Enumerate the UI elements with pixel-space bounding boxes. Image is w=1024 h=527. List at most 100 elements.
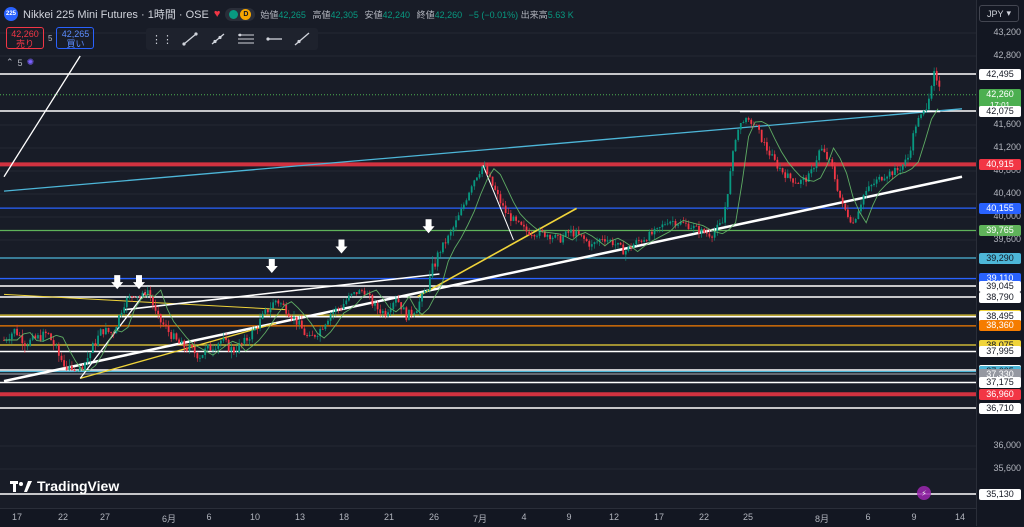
- candle-body-334: [875, 179, 878, 184]
- candle-body-131: [345, 300, 348, 305]
- candle-body-10: [29, 339, 32, 346]
- favorite-heart-icon[interactable]: ♥: [213, 8, 221, 20]
- price-level-label-19[interactable]: 36,960: [979, 388, 1021, 400]
- candle-body-77: [204, 348, 207, 356]
- candle-body-68: [180, 340, 183, 344]
- price-level-label-1[interactable]: 42,26017:01: [979, 88, 1021, 110]
- price-level-label-12[interactable]: 38,360: [979, 320, 1021, 332]
- symbol-title[interactable]: Nikkei 225 Mini Futures · 1時間 · OSE: [23, 9, 209, 21]
- candle-body-204: [536, 235, 538, 237]
- price-level-value: 36,710: [986, 402, 1014, 413]
- candle-body-272: [713, 231, 716, 238]
- tradingview-logo-icon: [10, 481, 32, 492]
- candle-body-283: [742, 122, 745, 124]
- price-level-label-9[interactable]: 38,790: [979, 291, 1021, 303]
- price-level-value: 38,790: [986, 291, 1014, 302]
- candle-body-300: [786, 173, 789, 178]
- buy-button[interactable]: 42,265 買い: [56, 27, 95, 49]
- candle-body-169: [444, 242, 447, 244]
- candle-body-249: [653, 228, 656, 235]
- candle-body-147: [387, 312, 389, 317]
- price-level-label-3[interactable]: 40,915: [979, 158, 1021, 170]
- parallel-channel-tool-icon[interactable]: [236, 30, 256, 48]
- time-tick-1: 22: [57, 512, 69, 522]
- candle-body-247: [648, 231, 651, 241]
- time-tick-2: 27: [99, 512, 111, 522]
- candle-body-178: [468, 192, 470, 201]
- candle-body-235: [617, 242, 619, 245]
- candle-body-164: [431, 263, 434, 277]
- price-level-label-21[interactable]: 35,130: [979, 488, 1021, 500]
- object-tree-icon[interactable]: ✺: [26, 57, 35, 67]
- candle-body-102: [269, 308, 272, 313]
- price-level-label-5[interactable]: 39,765: [979, 225, 1021, 236]
- candle-body-318: [833, 166, 836, 180]
- trend-line-tool-icon[interactable]: [180, 30, 200, 48]
- price-level-label-6[interactable]: 39,290: [979, 252, 1021, 264]
- candle-body-229: [601, 239, 604, 240]
- candlestick-chart[interactable]: [0, 0, 976, 508]
- indicator-count[interactable]: 5: [17, 57, 23, 68]
- price-level-value: 40,155: [986, 202, 1014, 213]
- replay-icon[interactable]: ⚡: [917, 486, 931, 500]
- candle-body-149: [392, 302, 395, 310]
- time-tick-13: 12: [608, 512, 620, 522]
- price-level-value: 40,915: [986, 158, 1014, 169]
- price-level-label-17[interactable]: 37,330: [979, 368, 1021, 380]
- currency-selector[interactable]: JPY ▾: [979, 5, 1019, 22]
- price-level-label-2[interactable]: 42,075: [979, 105, 1021, 117]
- status-pill[interactable]: D: [225, 7, 256, 21]
- time-axis[interactable]: 17 22 27 6月 6 10 13 18 21 26 7月 4 9 12 17 22 25 8月 6 9 14: [0, 508, 976, 527]
- horizontal-ray-tool-icon[interactable]: [264, 30, 284, 48]
- price-level-label-20[interactable]: 36,710: [979, 402, 1021, 414]
- candle-body-148: [389, 309, 392, 313]
- candle-body-252: [661, 224, 664, 228]
- candle-body-161: [423, 290, 426, 294]
- price-level-value: 42,260: [986, 88, 1014, 99]
- candle-body-329: [862, 195, 865, 205]
- price-level-label-7[interactable]: 39,110: [979, 273, 1021, 285]
- candle-body-16: [44, 331, 47, 334]
- tradingview-logo[interactable]: TradingView: [10, 478, 119, 494]
- candle-body-301: [789, 173, 792, 179]
- candle-body-233: [611, 240, 614, 246]
- price-level-label-11[interactable]: 38,495: [979, 311, 1021, 323]
- candle-body-218: [572, 229, 575, 237]
- sell-button[interactable]: 42,260 売り: [6, 27, 44, 49]
- symbol-logo-icon[interactable]: 225: [4, 7, 18, 21]
- candle-body-293: [768, 150, 771, 156]
- drag-handle-icon[interactable]: ⋮⋮: [151, 33, 173, 46]
- price-level-label-8[interactable]: 39,045: [979, 280, 1021, 292]
- brand-name: TradingView: [37, 478, 120, 494]
- price-level-label-0[interactable]: 42,495: [979, 68, 1021, 80]
- price-level-value: 37,175: [986, 377, 1014, 387]
- price-level-label-4[interactable]: 40,155: [979, 202, 1021, 214]
- candle-body-297: [779, 168, 781, 169]
- price-level-label-13[interactable]: 38,075: [979, 339, 1021, 351]
- candle-body-18: [50, 333, 52, 341]
- candle-body-42: [112, 332, 115, 334]
- candle-body-24: [65, 366, 68, 370]
- chart-plot-area[interactable]: [0, 0, 976, 508]
- candle-body-267: [700, 229, 703, 234]
- volume-label: 出来高: [520, 9, 548, 20]
- candle-body-84: [222, 337, 225, 341]
- candle-body-270: [708, 233, 711, 237]
- candle-body-228: [598, 239, 601, 242]
- candle-body-266: [698, 226, 700, 234]
- ray-tool-icon[interactable]: [208, 30, 228, 48]
- candle-body-225: [590, 244, 593, 247]
- extended-line-tool-icon[interactable]: [292, 30, 312, 48]
- candle-body-175: [460, 208, 463, 216]
- moving-average-line: [4, 108, 939, 372]
- candle-body-61: [162, 322, 165, 325]
- candle-body-121: [319, 328, 322, 337]
- price-level-label-14[interactable]: 37,995: [979, 345, 1021, 357]
- candle-body-11: [31, 335, 34, 340]
- price-level-label-18[interactable]: 37,175: [979, 377, 1021, 388]
- candle-body-227: [596, 241, 598, 243]
- price-axis[interactable]: 43,200 42,800 41,600 41,200 40,800 40,400 40,0…: [976, 0, 1024, 526]
- candle-body-146: [384, 310, 387, 317]
- candle-body-350: [917, 117, 920, 127]
- collapse-icon[interactable]: ⌃: [6, 57, 14, 67]
